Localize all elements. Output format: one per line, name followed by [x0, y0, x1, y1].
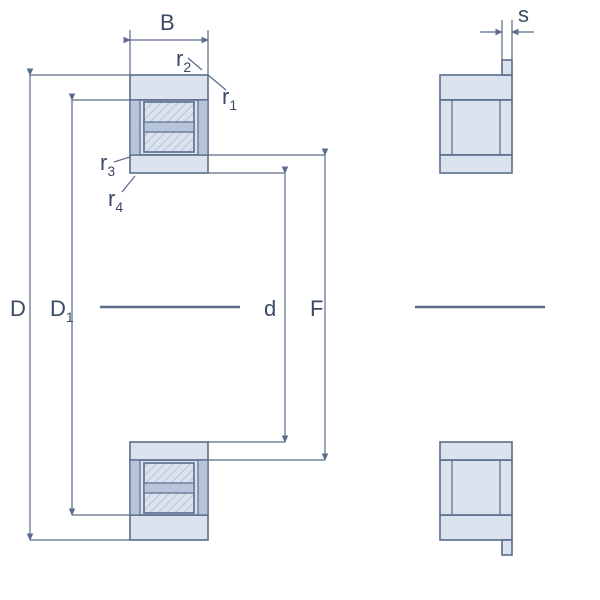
s-flange-top — [502, 60, 512, 75]
label-B: B — [160, 10, 175, 35]
label-F: F — [310, 296, 323, 321]
left-view — [100, 75, 240, 540]
outer-ring-bot — [130, 515, 208, 540]
label-s: s — [518, 2, 529, 27]
label-d: d — [264, 296, 276, 321]
inner-ring-top — [130, 155, 208, 173]
label-r1: r1 — [222, 84, 237, 113]
right-view — [415, 60, 545, 555]
label-D1: D1 — [50, 296, 74, 325]
s-flange-bot — [502, 540, 512, 555]
label-r4: r4 — [108, 186, 123, 215]
bearing-diagram: D D1 d F B s r1 r2 r3 r4 — [0, 0, 600, 600]
outer-ring-top — [130, 75, 208, 100]
label-r2: r2 — [176, 46, 191, 75]
label-r3: r3 — [100, 150, 115, 179]
label-D: D — [10, 296, 26, 321]
inner-ring-bot — [130, 442, 208, 460]
